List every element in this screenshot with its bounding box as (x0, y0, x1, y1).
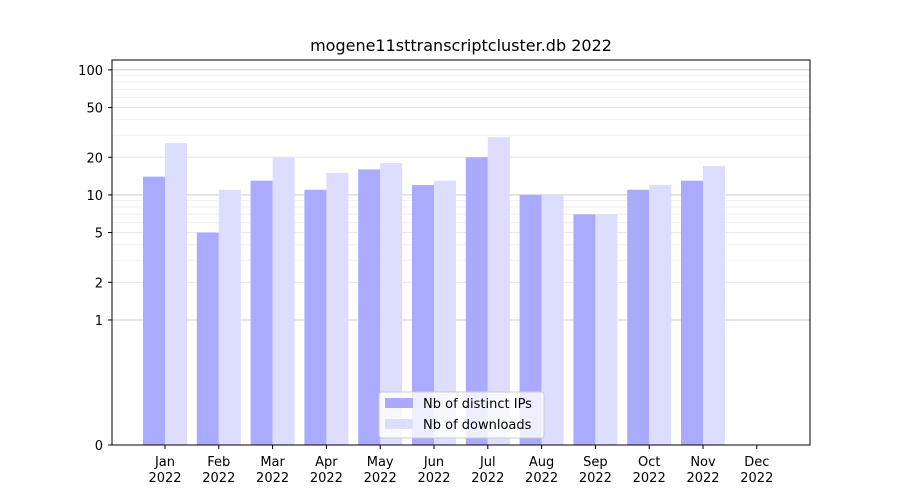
y-tick-label: 50 (86, 102, 103, 117)
bar-distinct-ips (412, 185, 434, 445)
y-tick-label: 20 (86, 151, 103, 166)
bar-downloads (703, 166, 725, 445)
bar-downloads (541, 194, 564, 445)
y-tick-label: 5 (95, 227, 103, 242)
axis-ticks: 0125102050100Jan2022Feb2022Mar2022Apr202… (78, 64, 773, 486)
x-tick-label: Aug (529, 455, 554, 470)
bar-distinct-ips (196, 232, 219, 445)
x-tick-label: 2022 (148, 471, 181, 486)
legend-label: Nb of distinct IPs (423, 397, 532, 412)
y-tick-label: 2 (95, 276, 103, 291)
x-tick-label: 2022 (525, 471, 558, 486)
x-tick-label: 2022 (579, 471, 612, 486)
bar-distinct-ips (465, 157, 488, 445)
bar-downloads (272, 157, 295, 445)
bar-distinct-ips (573, 214, 596, 445)
x-tick-label: Oct (638, 455, 660, 470)
x-tick-label: Nov (690, 455, 716, 470)
x-tick-label: 2022 (364, 471, 397, 486)
bar-distinct-ips (681, 180, 703, 445)
x-tick-label: Feb (207, 455, 230, 470)
bar-downloads (380, 163, 403, 445)
bar-downloads (595, 214, 618, 445)
legend-label: Nb of downloads (423, 418, 532, 433)
x-tick-label: 2022 (310, 471, 343, 486)
x-tick-label: Dec (744, 455, 769, 470)
y-tick-label: 0 (95, 439, 103, 454)
bar-downloads (649, 185, 672, 445)
bar-distinct-ips (627, 189, 650, 445)
chart-title: mogene11sttranscriptcluster.db 2022 (310, 36, 612, 55)
legend-swatch (385, 419, 413, 429)
x-tick-label: 2022 (471, 471, 504, 486)
x-tick-label: 2022 (202, 471, 235, 486)
x-tick-label: Jul (479, 455, 496, 470)
x-tick-label: 2022 (686, 471, 719, 486)
y-tick-label: 1 (95, 314, 103, 329)
y-tick-label: 10 (86, 189, 103, 204)
plot-frame (111, 59, 811, 446)
bar-distinct-ips (304, 189, 327, 445)
x-tick-label: 2022 (633, 471, 666, 486)
x-tick-label: Jun (423, 455, 444, 470)
x-tick-label: 2022 (417, 471, 450, 486)
x-tick-label: Jan (154, 455, 175, 470)
bar-distinct-ips (358, 169, 381, 445)
y-tick-label: 100 (78, 64, 103, 79)
x-tick-label: 2022 (256, 471, 289, 486)
bar-downloads (487, 137, 510, 445)
bar-downloads (434, 180, 456, 445)
x-tick-label: Mar (260, 455, 285, 470)
bar-downloads (218, 189, 241, 445)
x-tick-label: May (367, 455, 394, 470)
bar-distinct-ips (250, 180, 273, 445)
x-tick-label: Sep (583, 455, 608, 470)
bars (143, 137, 725, 445)
legend-swatch (385, 398, 413, 408)
bar-downloads (326, 172, 349, 445)
x-tick-label: Apr (315, 455, 338, 470)
x-tick-label: 2022 (740, 471, 773, 486)
legend-box (378, 391, 545, 439)
bar-downloads (165, 143, 187, 445)
legend: Nb of distinct IPs Nb of downloads (378, 391, 545, 439)
bar-distinct-ips (143, 176, 165, 445)
bar-distinct-ips (519, 194, 542, 445)
